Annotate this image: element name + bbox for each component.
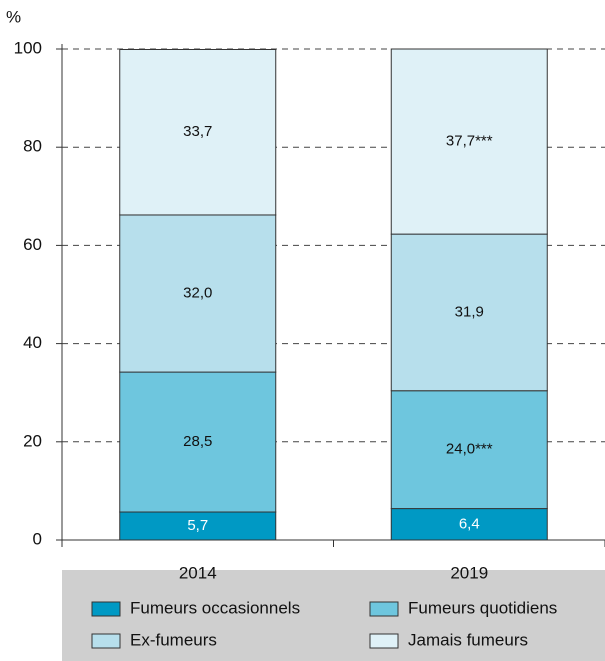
y-axis-label: % [6,7,21,26]
y-tick-label: 80 [23,137,42,156]
value-label: 33,7 [183,123,212,140]
bar-segment [390,233,548,392]
legend-label: Fumeurs occasionnels [130,598,300,617]
y-tick-label: 40 [23,333,42,352]
legend-swatch [369,601,399,617]
value-label: 6,4 [459,515,480,532]
value-label: 5,7 [187,517,208,534]
legend-swatch [369,633,399,649]
value-label: 24,0*** [446,441,493,458]
legend-label: Fumeurs quotidiens [408,598,557,617]
y-tick-label: 0 [33,529,42,548]
bar-segment [390,48,548,235]
legend-box [62,570,605,661]
y-tick-label: 20 [23,431,42,450]
y-tick-label: 100 [14,38,42,57]
bar-segment [119,371,277,513]
bar-segment [119,48,277,216]
value-label: 31,9 [455,303,484,320]
legend-swatch [91,601,121,617]
legend-label: Jamais fumeurs [408,630,528,649]
x-tick-label: 2014 [179,563,217,582]
legend-label: Ex-fumeurs [130,630,217,649]
value-label: 32,0 [183,284,212,301]
value-label: 28,5 [183,433,212,450]
legend-swatch [91,633,121,649]
value-label: 37,7*** [446,133,493,150]
y-tick-label: 60 [23,235,42,254]
x-tick-label: 2019 [450,563,488,582]
bar-segment [119,214,277,373]
